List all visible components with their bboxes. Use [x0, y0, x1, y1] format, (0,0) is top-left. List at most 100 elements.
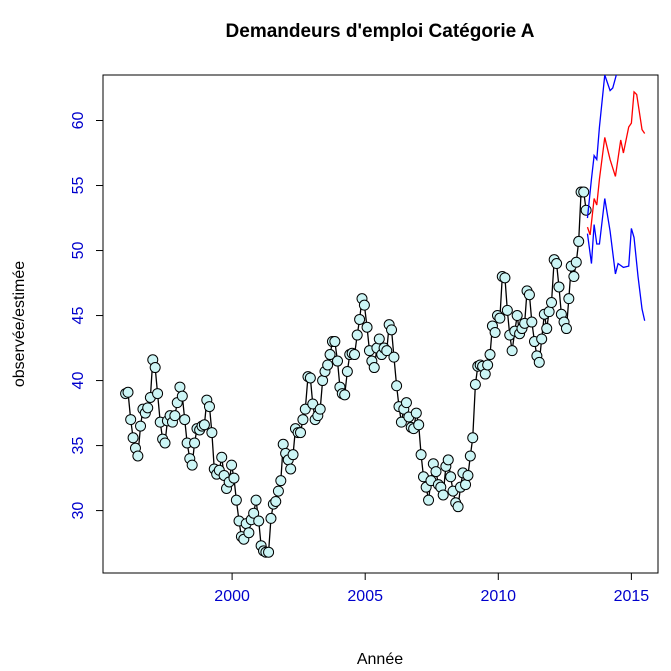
- data-point: [536, 333, 548, 345]
- plot-area: [120, 75, 646, 558]
- data-point: [423, 494, 435, 506]
- x-axis-title: Année: [357, 651, 403, 668]
- data-point: [551, 258, 563, 270]
- x-tick-label: 2010: [480, 588, 516, 605]
- data-point: [243, 527, 255, 539]
- data-point: [198, 419, 210, 431]
- data-point: [169, 410, 181, 422]
- data-point: [388, 351, 400, 363]
- data-point: [216, 451, 228, 463]
- data-point: [122, 386, 134, 398]
- data-point: [533, 356, 545, 368]
- data-point: [142, 402, 154, 414]
- data-point: [176, 390, 188, 402]
- data-point: [132, 450, 144, 462]
- data-point: [413, 419, 425, 431]
- data-point: [395, 416, 407, 428]
- data-point: [482, 359, 494, 371]
- chart-title: Demandeurs d'emploi Catégorie A: [226, 21, 535, 42]
- y-axis-title: observée/estimée: [11, 261, 28, 387]
- data-point: [295, 427, 307, 439]
- y-tick-label: 50: [70, 242, 87, 260]
- data-point: [277, 438, 289, 450]
- data-point: [354, 313, 366, 325]
- data-point: [541, 323, 553, 335]
- data-point: [410, 407, 422, 419]
- data-point: [314, 403, 326, 415]
- data-point: [467, 432, 479, 444]
- data-point: [442, 454, 454, 466]
- data-point: [437, 489, 449, 501]
- data-point: [452, 501, 464, 513]
- plot-frame: [102, 74, 659, 574]
- data-point: [415, 449, 427, 461]
- data-point: [484, 349, 496, 361]
- data-point: [361, 321, 373, 333]
- data-point: [341, 365, 353, 377]
- data-point: [149, 362, 161, 374]
- data-point: [339, 389, 351, 401]
- data-point: [501, 304, 513, 316]
- x-tick-label: 2000: [214, 588, 250, 605]
- data-point: [386, 324, 398, 336]
- data-point: [322, 359, 334, 371]
- data-point: [152, 388, 164, 400]
- data-point: [125, 414, 137, 426]
- data-point: [553, 281, 565, 293]
- data-point: [543, 306, 555, 318]
- data-point: [186, 459, 198, 471]
- data-point: [400, 397, 412, 409]
- data-point: [332, 355, 344, 367]
- data-point: [368, 362, 380, 374]
- data-point: [489, 326, 501, 338]
- data-point: [445, 471, 457, 483]
- series-line: [586, 90, 646, 236]
- data-point: [317, 375, 329, 387]
- data-point: [381, 345, 393, 357]
- data-point: [285, 463, 297, 475]
- data-point: [324, 349, 336, 361]
- data-point: [499, 272, 511, 284]
- data-point: [135, 420, 147, 432]
- data-point: [127, 432, 139, 444]
- data-point: [179, 414, 191, 426]
- data-point: [253, 515, 265, 527]
- data-point: [270, 495, 282, 507]
- data-point: [351, 329, 363, 341]
- data-point: [226, 459, 238, 471]
- data-point: [570, 256, 582, 268]
- data-point: [580, 204, 592, 216]
- data-point: [349, 349, 361, 361]
- data-point: [568, 271, 580, 283]
- data-point: [287, 449, 299, 461]
- data-point: [174, 381, 186, 393]
- data-point: [460, 479, 472, 491]
- data-point: [304, 372, 316, 384]
- data-point: [263, 546, 275, 558]
- data-point: [526, 316, 538, 328]
- data-point: [265, 512, 277, 524]
- data-point: [272, 485, 284, 497]
- data-point: [469, 378, 481, 390]
- data-point: [250, 494, 262, 506]
- data-point: [391, 380, 403, 392]
- data-point: [275, 475, 287, 487]
- data-point: [506, 345, 518, 357]
- y-tick-label: 60: [70, 112, 87, 130]
- data-point: [563, 293, 575, 305]
- data-point: [462, 469, 474, 481]
- data-point: [494, 312, 506, 324]
- y-tick-label: 55: [70, 177, 87, 195]
- data-point: [560, 323, 572, 335]
- data-point: [230, 494, 242, 506]
- x-tick-label: 2015: [614, 588, 650, 605]
- data-point: [430, 466, 442, 478]
- data-point: [228, 472, 240, 484]
- data-point: [373, 333, 385, 345]
- data-point: [329, 336, 341, 348]
- data-point: [358, 299, 370, 311]
- data-point: [189, 437, 201, 449]
- data-point: [479, 368, 491, 380]
- y-tick-label: 35: [70, 437, 87, 455]
